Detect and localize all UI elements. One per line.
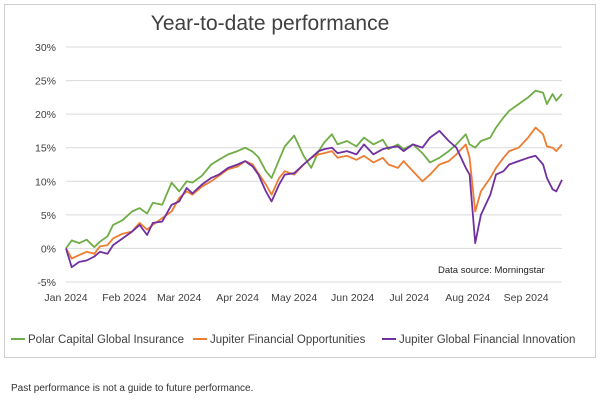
series-line — [65, 126, 563, 260]
x-tick-label: Feb 2024 — [102, 292, 147, 304]
x-tick-label: May 2024 — [271, 292, 317, 304]
legend-label: Jupiter Global Financial Innovation — [399, 334, 575, 346]
legend-label: Jupiter Financial Opportunities — [210, 334, 366, 346]
x-tick-label: Jun 2024 — [331, 292, 374, 304]
y-tick-label: 15% — [35, 143, 56, 155]
x-tick-label: Mar 2024 — [157, 292, 202, 304]
y-tick-label: 0% — [41, 243, 56, 255]
line-chart: 30% 25% 20% 15% 10% 5% 0% -5% Jan 2024 Feb 2024 M… — [11, 42, 575, 346]
y-tick-label: -5% — [37, 277, 56, 289]
x-tick-label: Apr 2024 — [216, 292, 259, 304]
y-tick-label: 20% — [35, 109, 56, 121]
y-tick-label: 25% — [35, 76, 56, 88]
chart-legend: Polar Capital Global Insurance Jupiter Fi… — [11, 334, 575, 346]
x-tick-label: Jan 2024 — [44, 292, 87, 304]
chart-series — [65, 89, 563, 269]
footnote: Past performance is not a guide to futur… — [11, 383, 254, 394]
data-source-annotation: Data source: Morningstar — [438, 265, 545, 276]
chart-title: Year-to-date performance — [150, 12, 390, 35]
y-tick-label: 30% — [35, 42, 56, 54]
x-axis: Jan 2024 Feb 2024 Mar 2024 Apr 2024 May 2024… — [44, 292, 548, 304]
x-tick-label: Sep 2024 — [504, 292, 549, 304]
y-tick-label: 10% — [35, 176, 56, 188]
y-axis: 30% 25% 20% 15% 10% 5% 0% -5% — [35, 42, 56, 289]
series-line — [65, 129, 563, 269]
chart-grid — [66, 46, 562, 283]
legend-label: Polar Capital Global Insurance — [28, 334, 184, 346]
x-tick-label: Aug 2024 — [445, 292, 490, 304]
y-tick-label: 5% — [41, 210, 56, 222]
x-tick-label: Jul 2024 — [389, 292, 429, 304]
